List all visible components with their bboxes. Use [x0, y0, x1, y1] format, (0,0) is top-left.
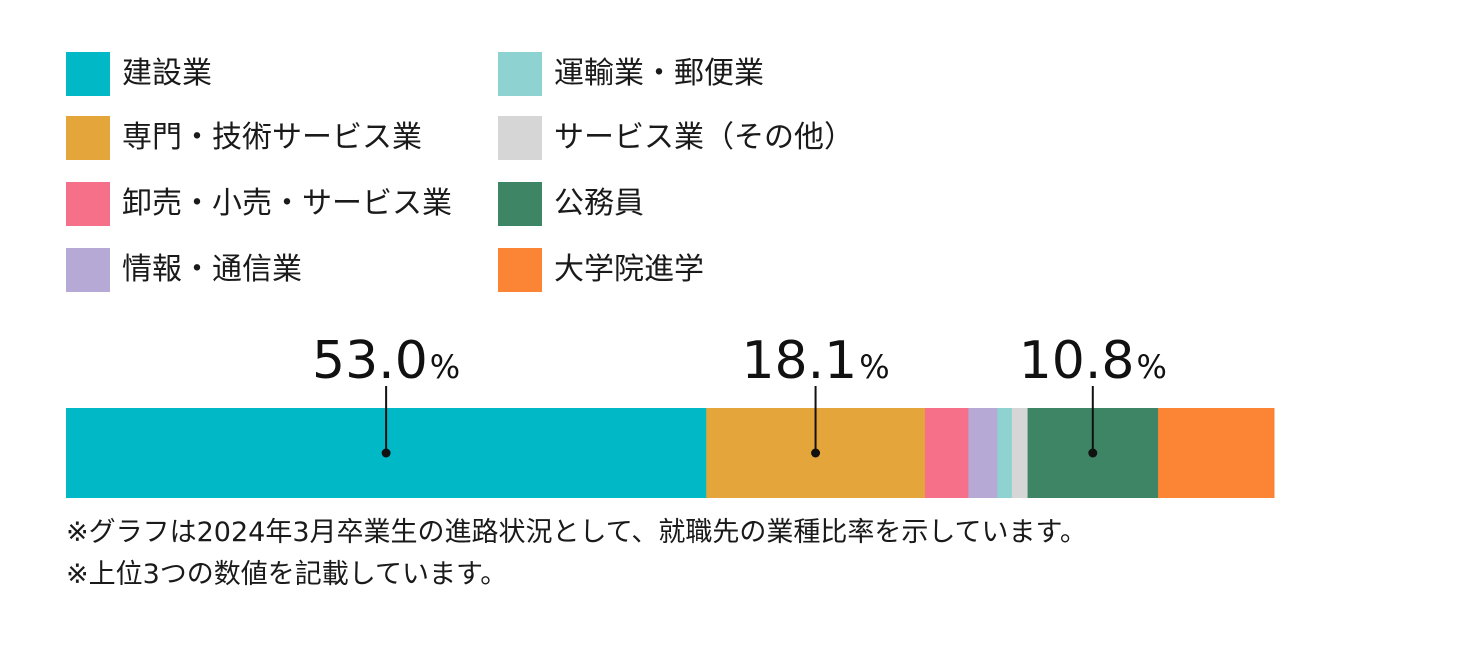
footnote-top-three: ※上位3つの数値を記載しています。 [66, 559, 508, 590]
legend-item: サービス業（その他） [498, 116, 854, 160]
legend-label: 情報・通信業 [122, 252, 302, 287]
legend-swatch [498, 116, 542, 160]
legend-swatch [498, 52, 542, 96]
legend-item: 公務員 [498, 182, 644, 226]
bar-segment [968, 408, 998, 498]
bar-segment [997, 408, 1013, 498]
legend-label: 大学院進学 [554, 252, 704, 287]
data-label-unit: % [859, 348, 889, 386]
legend-label: 卸売・小売・サービス業 [122, 186, 452, 221]
legend-label: 運輸業・郵便業 [554, 56, 764, 91]
data-label-unit: % [1136, 348, 1166, 386]
legend-item: 大学院進学 [498, 248, 704, 292]
legend-swatch [498, 248, 542, 292]
legend-item: 運輸業・郵便業 [498, 52, 764, 96]
footnote-graph-description: ※グラフは2024年3月卒業生の進路状況として、就職先の業種比率を示しています。 [66, 517, 1087, 548]
data-label-unit: % [430, 348, 460, 386]
legend-swatch [66, 52, 110, 96]
data-label-value: 18.1 [741, 331, 857, 391]
legend-label: 公務員 [554, 186, 644, 221]
legend: 建設業専門・技術サービス業 卸売・小売・サービス業 情報・通信業 運輸業・郵便業サービ… [66, 52, 966, 292]
legend-swatch [66, 182, 110, 226]
label-leader-dot [381, 448, 391, 458]
data-label-value: 10.8 [1019, 331, 1135, 391]
data-label-value: 53.0 [312, 331, 428, 391]
legend-swatch [66, 116, 110, 160]
bar-segment [1158, 408, 1275, 498]
legend-item: 専門・技術サービス業 [66, 116, 422, 160]
legend-label: サービス業（その他） [554, 120, 854, 155]
footnotes: ※グラフは2024年3月卒業生の進路状況として、就職先の業種比率を示しています。… [66, 512, 1446, 596]
stacked-bar-chart: 53.0% 18.1% 10.8% [66, 331, 1275, 498]
data-label: 18.1% [741, 331, 889, 391]
legend-item: 卸売・小売・サービス業 [66, 182, 452, 226]
data-label: 10.8% [1019, 331, 1167, 391]
bar-segment [924, 408, 969, 498]
legend-label: 建設業 [122, 56, 212, 91]
label-leader-dot [1088, 448, 1098, 458]
legend-item: 建設業 [66, 52, 212, 96]
label-leader-dot [811, 448, 821, 458]
legend-label: 専門・技術サービス業 [122, 120, 422, 155]
data-label: 53.0% [312, 331, 460, 391]
legend-swatch [66, 248, 110, 292]
legend-item: 情報・通信業 [66, 248, 302, 292]
bar-segment [1011, 408, 1029, 498]
legend-swatch [498, 182, 542, 226]
